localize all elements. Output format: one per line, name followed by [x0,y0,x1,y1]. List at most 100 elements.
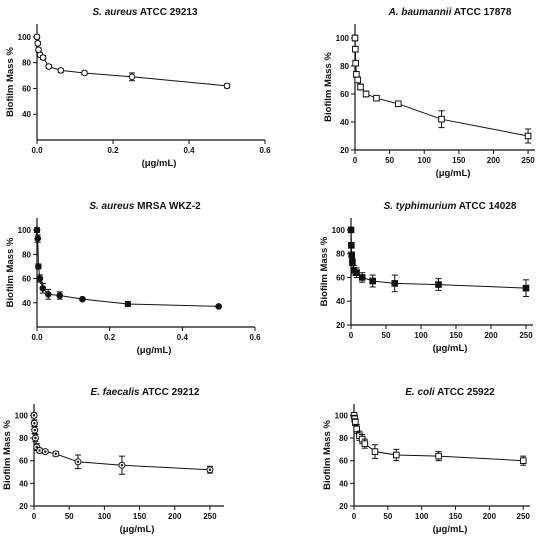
data-point [353,71,360,78]
y-tick-label: 60 [340,90,349,99]
panel-title-strain: ATCC 17878 [451,7,511,18]
x-tick-label: 100 [415,512,429,521]
data-point [30,419,38,427]
y-tick-label: 80 [22,250,31,259]
y-tick-label: 100 [18,33,32,42]
panel-title-species: S. aureus [92,7,137,18]
data-point [348,251,355,259]
data-point [438,115,445,123]
y-tick-label: 40 [19,479,28,488]
data-point [352,45,359,53]
chart-panel-2: A. baumannii ATCC 17878 20 40 60 80 100 0 50 100… [323,7,535,179]
data-point [34,235,42,242]
data-point [394,100,402,108]
data-point [357,83,364,91]
data-point [352,418,359,426]
data-point [31,426,39,434]
x-tick-label: 250 [517,512,531,521]
data-point [41,448,49,456]
y-tick-label: 100 [15,411,29,420]
x-tick-label: 150 [449,512,463,521]
data-point [353,269,360,276]
y-axis-label: Biofilm Mass % [319,236,330,306]
x-tick-label: 0.4 [177,333,189,342]
data-point [373,94,380,102]
x-tick-label: 0.6 [249,333,261,342]
panel-title: A. baumannii ATCC 17878 [388,7,512,18]
chart-panel-3: S. aureus MRSA WKZ-2 40 60 80 100 0.0 0.2 0.4 0.… [5,201,261,356]
x-axis-label: (μg/mL) [433,343,468,354]
panel-title-strain: ATCC 25922 [435,387,495,398]
y-tick-label: 60 [22,84,31,93]
x-tick-label: 0 [32,512,37,521]
x-tick-label: 200 [168,512,182,521]
data-point-dot [44,450,47,453]
y-axis-label: Biofilm Mass % [5,47,16,117]
panel-title-species: A. baumannii [388,7,452,18]
y-axis-label: Biofilm Mass % [5,237,16,307]
y-tick-label: 40 [339,479,348,488]
panel-title-species: S. aureus [89,201,134,212]
data-point [81,69,88,77]
data-point [206,466,214,474]
panel-title-strain: MRSA WKZ-2 [134,201,201,212]
y-tick-label: 40 [22,110,31,119]
data-point [349,258,356,266]
data-point [39,284,47,292]
data-point [435,452,442,460]
x-tick-label: 100 [414,331,428,340]
x-tick-label: 0 [349,331,354,340]
data-point [52,450,60,458]
panel-title-species: E. faecalis [91,387,140,398]
x-tick-label: 0.0 [31,333,43,342]
x-tick-label: 200 [484,331,498,340]
x-tick-label: 250 [519,331,533,340]
x-axis-label: (μg/mL) [433,524,468,535]
x-axis-label: (μg/mL) [436,168,471,179]
data-point [362,90,370,98]
x-tick-label: 100 [98,512,112,521]
data-point-dot [33,428,36,432]
data-point [348,242,355,249]
data-point [524,132,532,140]
data-point [522,284,530,292]
x-tick-label: 50 [385,156,394,165]
data-point [36,446,44,454]
data-point [128,73,136,81]
y-tick-label: 20 [340,146,349,155]
data-point [31,434,39,442]
panel-title: E. coli ATCC 25922 [405,387,495,398]
x-tick-label: 250 [203,512,217,521]
data-point-dot [33,422,36,425]
y-tick-label: 100 [335,411,349,420]
panel-title-strain: ATCC 29212 [139,387,199,398]
data-point [391,280,399,287]
data-point [358,274,366,281]
data-point [118,461,126,469]
data-point [35,263,42,270]
series-line [36,230,219,307]
y-tick-label: 80 [340,62,349,71]
data-point [215,303,222,310]
data-point-dot [76,460,80,463]
y-tick-label: 20 [339,502,348,511]
data-point-dot [38,449,41,452]
data-point-dot [208,468,212,471]
x-tick-label: 50 [382,331,391,340]
x-tick-label: 0.2 [107,146,119,155]
data-point [30,411,38,419]
panel-title: S. aureus MRSA WKZ-2 [89,201,201,212]
x-tick-label: 0.2 [104,333,116,342]
panel-title: S. aureus ATCC 29213 [92,7,197,18]
data-point-dot [54,452,58,456]
data-point [45,63,53,70]
x-tick-label: 50 [383,512,392,521]
y-tick-label: 60 [336,273,345,282]
data-point [79,295,86,303]
data-point [393,451,400,459]
data-point [74,458,82,466]
x-tick-label: 0 [352,512,357,521]
y-tick-label: 80 [22,59,31,68]
panel-title-species: E. coli [405,387,435,398]
